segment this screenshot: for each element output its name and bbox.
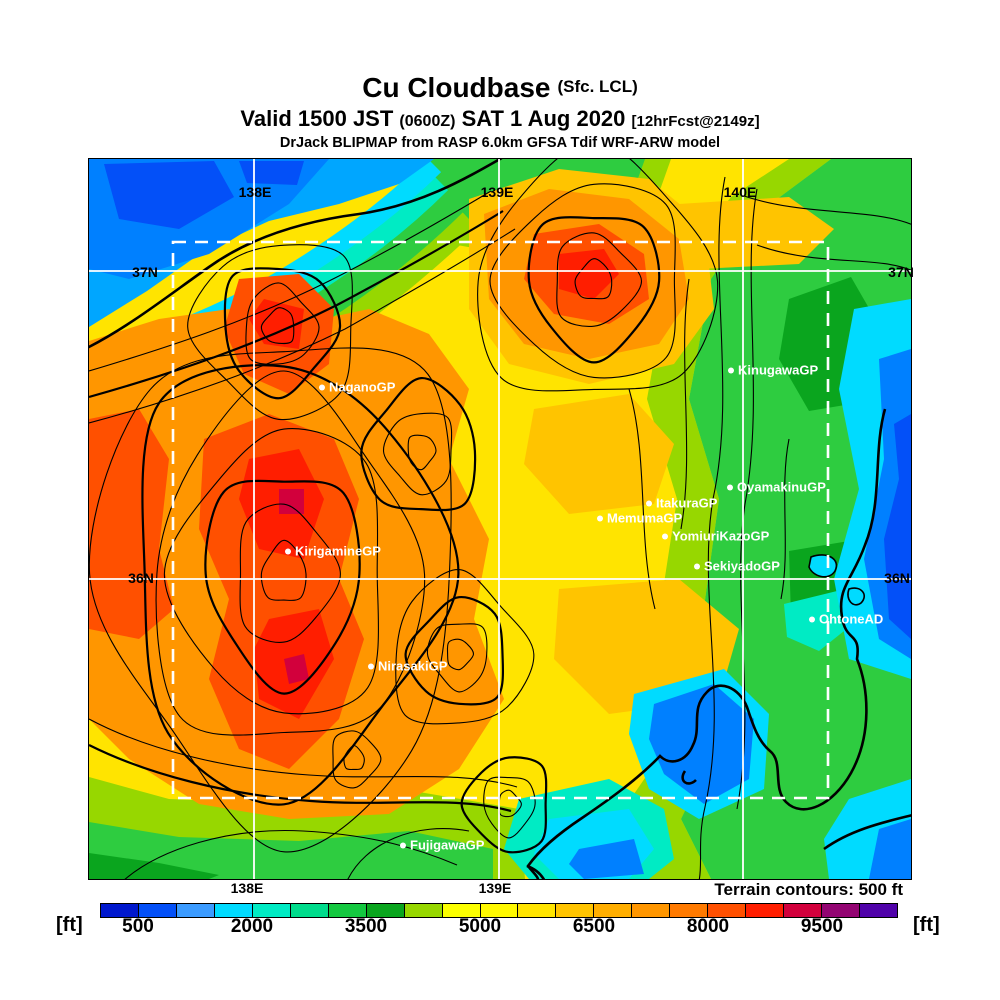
- cloudbase-field-svg: [89, 159, 911, 879]
- colorbar-segment: [822, 904, 861, 917]
- terrain-contour-line: [343, 744, 365, 771]
- terrain-contour-line: [187, 244, 353, 421]
- page-title: Cu Cloudbase (Sfc. LCL): [0, 74, 1000, 106]
- colorbar-tick-8000: 8000: [686, 916, 730, 937]
- colorbar-ticks: 500 2000 3500 5000 6500 8000 9500: [100, 916, 898, 940]
- colorbar-segment: [290, 904, 329, 917]
- terrain-contour-line: [556, 232, 643, 327]
- colorbar-segment: [708, 904, 747, 917]
- colorbar-tick-3500: 3500: [344, 916, 388, 937]
- domain-box: [171, 240, 830, 800]
- colorbar-segment: [138, 904, 177, 917]
- grid-label-138E: 138E: [230, 880, 264, 896]
- colorbar-segment: [480, 904, 519, 917]
- terrain-contour-line: [574, 258, 613, 300]
- forecast-tag: [12hrFcst@2149z]: [631, 113, 760, 130]
- colorbar-segment: [442, 904, 481, 917]
- model-line: DrJack BLIPMAP from RASP 6.0km GFSA Tdif…: [279, 135, 721, 151]
- terrain-contour-line: [527, 216, 661, 364]
- terrain-contour-line: [446, 638, 475, 671]
- valid-zulu: (0600Z): [399, 113, 456, 130]
- colorbar-segment: [214, 904, 253, 917]
- valid-line: Valid 1500 JST (0600Z) SAT 1 Aug 2020 [1…: [0, 106, 1000, 134]
- terrain-contour-line: [204, 479, 361, 695]
- terrain-contour-line: [360, 377, 477, 512]
- colorbar-segment: [101, 904, 139, 917]
- terrain-contour-line: [332, 730, 382, 789]
- colorbar-segment: [176, 904, 215, 917]
- terrain-contour-line: [245, 282, 320, 365]
- header: Cu Cloudbase (Sfc. LCL) Valid 1500 JST (0…: [0, 74, 1000, 152]
- terrain-contour-line: [260, 307, 295, 345]
- terrain-contour-line: [395, 569, 535, 725]
- colorbar: [100, 903, 898, 918]
- terrain-contour-line: [89, 347, 452, 853]
- terrain-contour-line: [382, 412, 453, 496]
- terrain-contour-line: [163, 428, 380, 715]
- colorbar-segment: [252, 904, 291, 917]
- title-text: Cu Cloudbase: [362, 72, 551, 103]
- colorbar-segment: [670, 904, 709, 917]
- grid-label-139E: 139E: [478, 880, 512, 896]
- colorbar-unit-left: [ft]: [56, 914, 83, 936]
- colorbar-tick-6500: 6500: [572, 916, 616, 937]
- colorbar-segment: [746, 904, 785, 917]
- valid-date: SAT 1 Aug 2020: [461, 106, 626, 131]
- colorbar-segment: [518, 904, 557, 917]
- colorbar-segment: [860, 904, 898, 917]
- valid-time: Valid 1500 JST: [240, 106, 394, 131]
- colorbar-tick-5000: 5000: [458, 916, 502, 937]
- terrain-contour-line: [477, 159, 719, 392]
- terrain-contour-note: Terrain contours: 500 ft: [714, 880, 903, 899]
- terrain-contour-line: [239, 503, 341, 643]
- colorbar-segment: [404, 904, 443, 917]
- terrain-contour-line: [407, 434, 437, 471]
- terrain-contour-line: [155, 370, 426, 736]
- colorbar-segment: [556, 904, 595, 917]
- blipmap-cloudbase-map: [88, 158, 912, 880]
- colorbar-segment: [366, 904, 405, 917]
- terrain-contour-line: [483, 776, 536, 839]
- colorbar-tick-500: 500: [122, 916, 154, 937]
- colorbar-segment: [328, 904, 367, 917]
- colorbar-unit-right: [ft]: [913, 914, 940, 936]
- colorbar-segment: [784, 904, 823, 917]
- colorbar-segment: [594, 904, 633, 917]
- terrain-contour-line: [426, 623, 488, 693]
- colorbar-tick-2000: 2000: [230, 916, 274, 937]
- terrain-contour-line: [260, 539, 307, 601]
- title-suffix: (Sfc. LCL): [557, 77, 638, 96]
- terrain-contour-line: [404, 596, 505, 706]
- terrain-contour-line: [489, 183, 676, 379]
- terrain-contour-line: [223, 267, 342, 400]
- colorbar-tick-9500: 9500: [800, 916, 844, 937]
- colorbar-segment: [632, 904, 671, 917]
